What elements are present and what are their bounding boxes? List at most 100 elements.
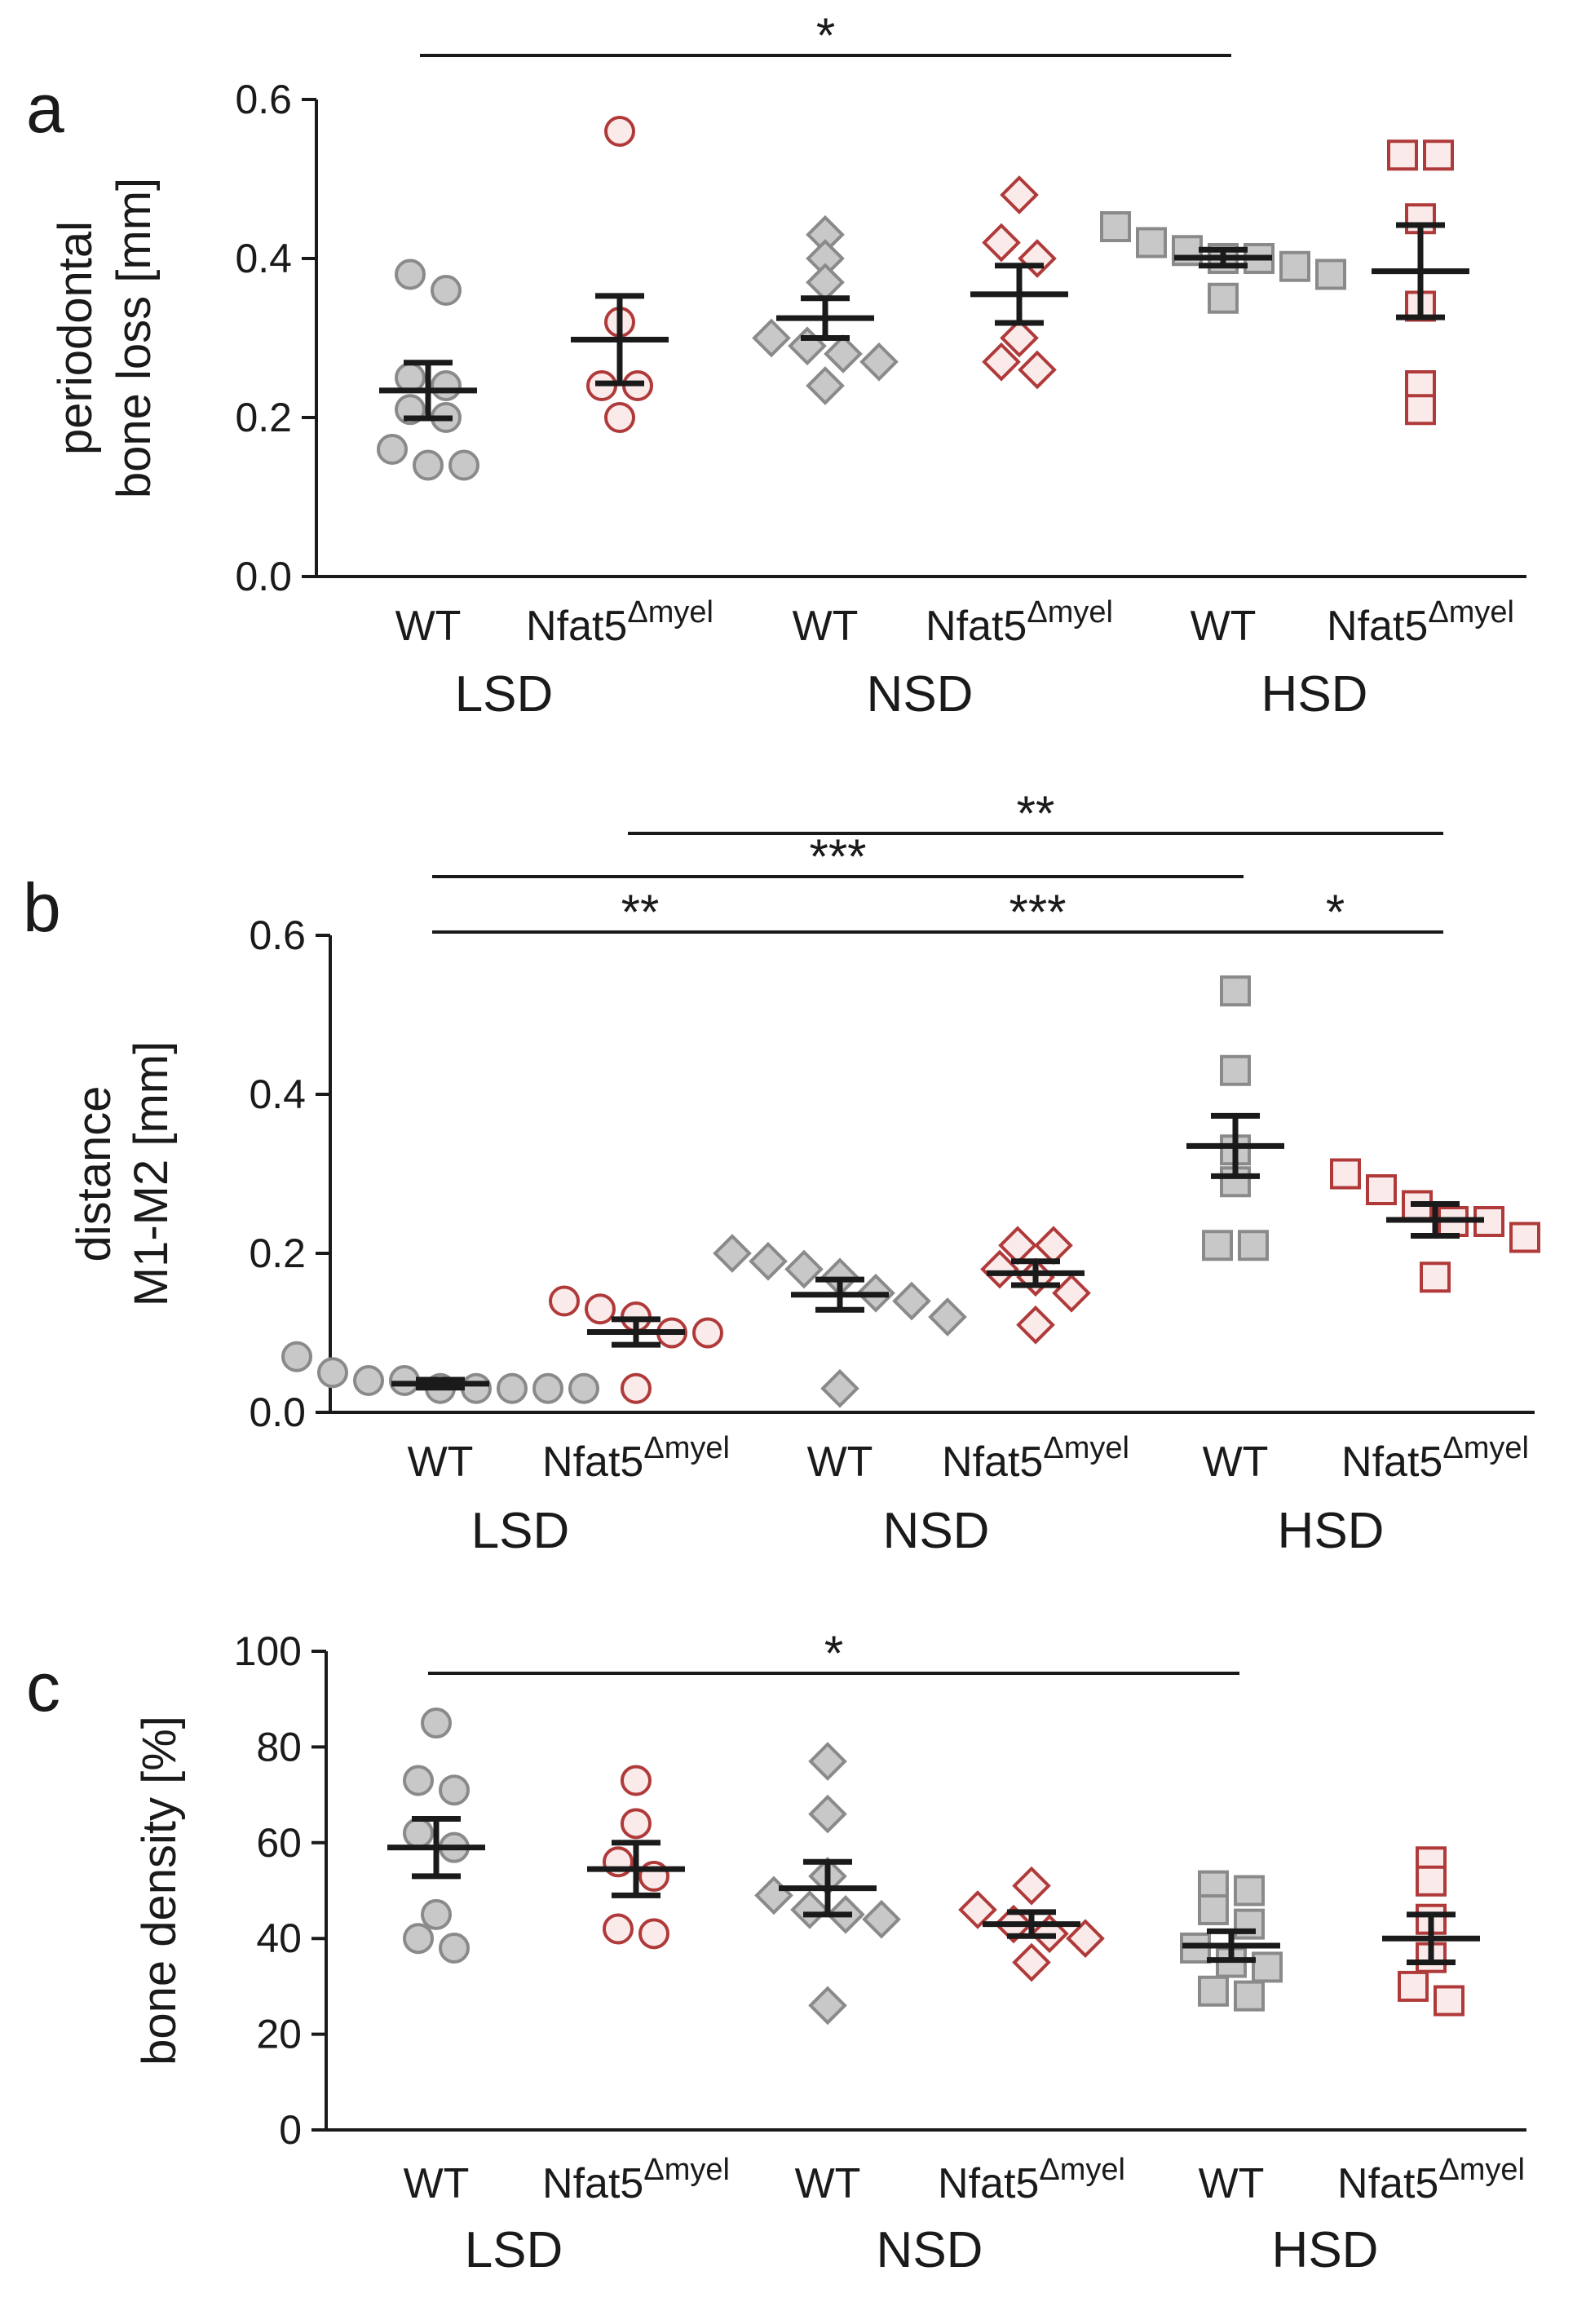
panel-label: c: [26, 1649, 60, 1725]
panel-label: a: [26, 70, 64, 147]
y-tick-label: 80: [256, 1724, 302, 1770]
data-point: [1238, 1230, 1269, 1261]
data-point: [395, 258, 426, 290]
group-label: HSD: [1261, 666, 1368, 722]
panel-a: a 0.0 0.2 0.4 0.6 periodontal bone loss [mm] WT…: [26, 8, 1526, 722]
data-point: [928, 1297, 967, 1337]
data-point: [395, 362, 426, 394]
data-point: [982, 223, 1021, 263]
category-label: Nfat5Δmyel: [942, 1431, 1129, 1486]
data-point: [621, 1372, 652, 1404]
group-label: NSD: [867, 666, 974, 722]
y-tick-label: 20: [256, 2012, 302, 2057]
data-point: [1012, 1866, 1051, 1906]
data-point: [403, 1818, 434, 1849]
data-point: [1423, 139, 1454, 171]
data-point: [806, 263, 845, 303]
data-point: [1220, 975, 1251, 1007]
data-point: [784, 1249, 824, 1289]
data-point: [621, 1765, 652, 1796]
data-point: [403, 1765, 434, 1796]
category-label: WT: [795, 2160, 861, 2207]
data-point: [497, 1372, 528, 1404]
y-tick-label: 0.0: [249, 1390, 306, 1435]
data-point: [403, 1923, 434, 1955]
y-axis-label: M1-M2 [mm]: [125, 1041, 178, 1306]
category-label: WT: [1191, 603, 1257, 650]
y-axis-label: bone loss [mm]: [108, 178, 161, 498]
data-point: [1509, 1222, 1540, 1253]
data-point: [621, 1808, 652, 1840]
y-axis-label: distance: [68, 1085, 121, 1261]
data-point: [1066, 1919, 1105, 1959]
data-point: [1198, 1893, 1229, 1925]
data-point: [982, 342, 1021, 382]
data-point: [1405, 394, 1436, 426]
category-label: Nfat5Δmyel: [1327, 595, 1514, 650]
data-point: [862, 1899, 901, 1939]
data-point: [431, 370, 462, 401]
y-tick-label: 0.6: [235, 77, 292, 122]
y-tick-label: 0: [279, 2107, 302, 2153]
data-point: [389, 1365, 420, 1396]
data-point: [1018, 239, 1057, 278]
data-point: [353, 1365, 384, 1396]
significance-label: ***: [1009, 885, 1066, 939]
data-point: [1000, 318, 1039, 358]
data-point: [1000, 175, 1039, 214]
data-point: [1420, 1261, 1451, 1293]
y-tick-label: 0.4: [249, 1071, 306, 1117]
data-point: [585, 1293, 616, 1325]
data-point: [568, 1372, 599, 1404]
data-point: [604, 116, 635, 147]
data-point: [806, 366, 845, 405]
significance-label: *: [1326, 885, 1345, 939]
data-point: [431, 275, 462, 306]
group-label: HSD: [1278, 1503, 1385, 1559]
category-label: WT: [793, 603, 859, 650]
data-point: [1034, 1226, 1073, 1266]
data-point: [1234, 1875, 1265, 1906]
data-point: [958, 1890, 997, 1929]
data-point: [461, 1372, 492, 1404]
data-point: [1208, 282, 1239, 314]
data-point: [1018, 350, 1057, 390]
data-point: [1234, 1980, 1265, 2012]
data-point: [808, 1742, 847, 1781]
data-point: [281, 1341, 312, 1372]
data-point: [1434, 1985, 1465, 2017]
y-tick-label: 0.4: [235, 236, 292, 281]
data-point: [1387, 139, 1418, 171]
group-label: HSD: [1272, 2222, 1379, 2278]
y-tick-label: 0.6: [249, 912, 306, 958]
significance-label: **: [621, 885, 660, 939]
data-point: [859, 342, 899, 382]
panel-label: b: [23, 869, 61, 946]
data-point: [754, 1876, 793, 1915]
significance-label: ***: [809, 829, 866, 884]
category-label: Nfat5Δmyel: [1341, 1431, 1529, 1486]
significance-label: *: [824, 1626, 843, 1681]
group-label: LSD: [455, 666, 554, 722]
data-point: [824, 334, 863, 373]
category-label: Nfat5Δmyel: [526, 595, 713, 650]
group-label: NSD: [883, 1503, 990, 1559]
data-point: [439, 1774, 470, 1806]
data-point: [1198, 1975, 1229, 2007]
data-point: [1330, 1158, 1361, 1190]
y-tick-label: 100: [234, 1628, 302, 1674]
y-tick-label: 0.0: [235, 554, 292, 599]
data-point: [1012, 1942, 1051, 1982]
data-point: [1220, 1054, 1251, 1086]
group-label: NSD: [877, 2222, 983, 2278]
category-label: WT: [408, 1438, 474, 1486]
data-point: [1315, 258, 1346, 290]
data-point: [1052, 1273, 1091, 1313]
data-point: [713, 1234, 752, 1273]
data-point: [439, 1932, 470, 1964]
data-point: [377, 434, 408, 465]
data-point: [749, 1241, 788, 1281]
data-point: [1416, 1865, 1447, 1897]
data-point: [1279, 250, 1310, 282]
